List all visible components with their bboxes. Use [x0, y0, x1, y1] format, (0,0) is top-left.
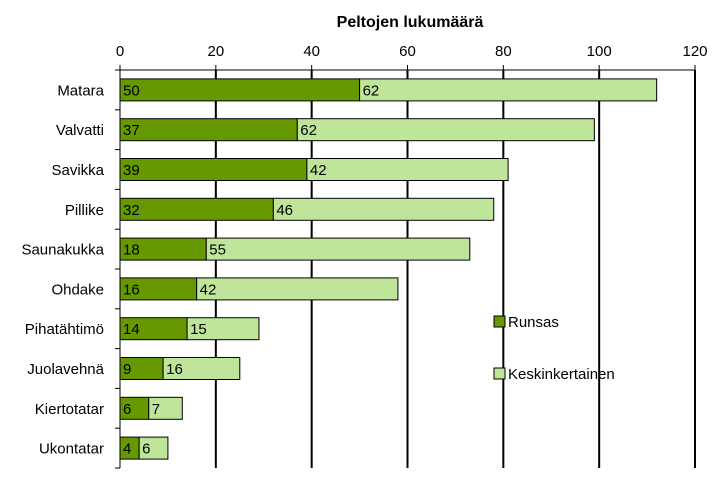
category-label: Kiertotatar [35, 401, 104, 418]
tick-label: 60 [399, 43, 416, 60]
data-label: 6 [142, 441, 150, 458]
data-label: 55 [209, 242, 226, 259]
data-label: 42 [310, 162, 327, 179]
bar-keskinkertainen [148, 396, 183, 420]
data-label: 4 [123, 441, 131, 458]
data-label: 14 [123, 321, 140, 338]
data-label: 18 [123, 242, 140, 259]
category-label: Saunakukka [21, 242, 104, 259]
data-label: 39 [123, 162, 140, 179]
bar-runsas [119, 158, 308, 181]
data-label: 32 [123, 202, 140, 219]
category-label: Ohdake [51, 281, 104, 298]
tick-label: 0 [116, 43, 124, 60]
category-labels: Matara Valvatti Savikka Pillike Saunakukka Oh… [21, 82, 104, 457]
bar-keskinkertainen [196, 277, 399, 301]
data-label: 46 [276, 202, 293, 219]
category-label: Valvatti [56, 122, 104, 139]
data-label: 37 [123, 122, 140, 139]
legend-swatch [493, 367, 506, 380]
x-axis-ticks: 0 20 40 60 80 100 120 [115, 43, 708, 469]
bar-runsas [119, 118, 298, 142]
bar-runsas [119, 197, 274, 221]
tick-label: 80 [495, 43, 512, 60]
bar-keskinkertainen [162, 357, 241, 380]
data-label: 6 [123, 401, 131, 418]
category-label: Pihatähtimö [25, 321, 104, 338]
category-label: Juolavehnä [27, 361, 104, 378]
data-label: 42 [200, 281, 217, 298]
data-label: 62 [363, 82, 380, 99]
bar-keskinkertainen [306, 158, 509, 181]
bar-runsas [119, 78, 361, 102]
tick-label: 120 [682, 43, 707, 60]
data-label: 62 [300, 122, 317, 139]
data-label: 50 [123, 82, 140, 99]
data-label: 16 [123, 281, 140, 298]
category-label: Ukontatar [39, 441, 104, 458]
data-label: 16 [166, 361, 183, 378]
data-label: 15 [190, 321, 207, 338]
bar-keskinkertainen [138, 436, 169, 460]
bar-keskinkertainen [359, 78, 658, 102]
tick-label: 40 [303, 43, 320, 60]
tick-label: 100 [587, 43, 612, 60]
bar-keskinkertainen [272, 197, 495, 221]
data-label: 9 [123, 361, 131, 378]
legend-label: Keskinkertainen [508, 366, 615, 383]
chart-title: Peltojen lukumäärä [337, 14, 484, 31]
bar-keskinkertainen [186, 317, 260, 341]
category-label: Pillike [65, 202, 104, 219]
data-label: 7 [152, 401, 160, 418]
bar-keskinkertainen [296, 118, 595, 142]
legend: Runsas Keskinkertainen [493, 314, 615, 383]
category-label: Savikka [51, 162, 104, 179]
tick-label: 20 [207, 43, 224, 60]
category-label: Matara [57, 82, 104, 99]
legend-label: Runsas [508, 314, 559, 331]
legend-swatch [493, 315, 506, 328]
bar-keskinkertainen [205, 237, 471, 261]
